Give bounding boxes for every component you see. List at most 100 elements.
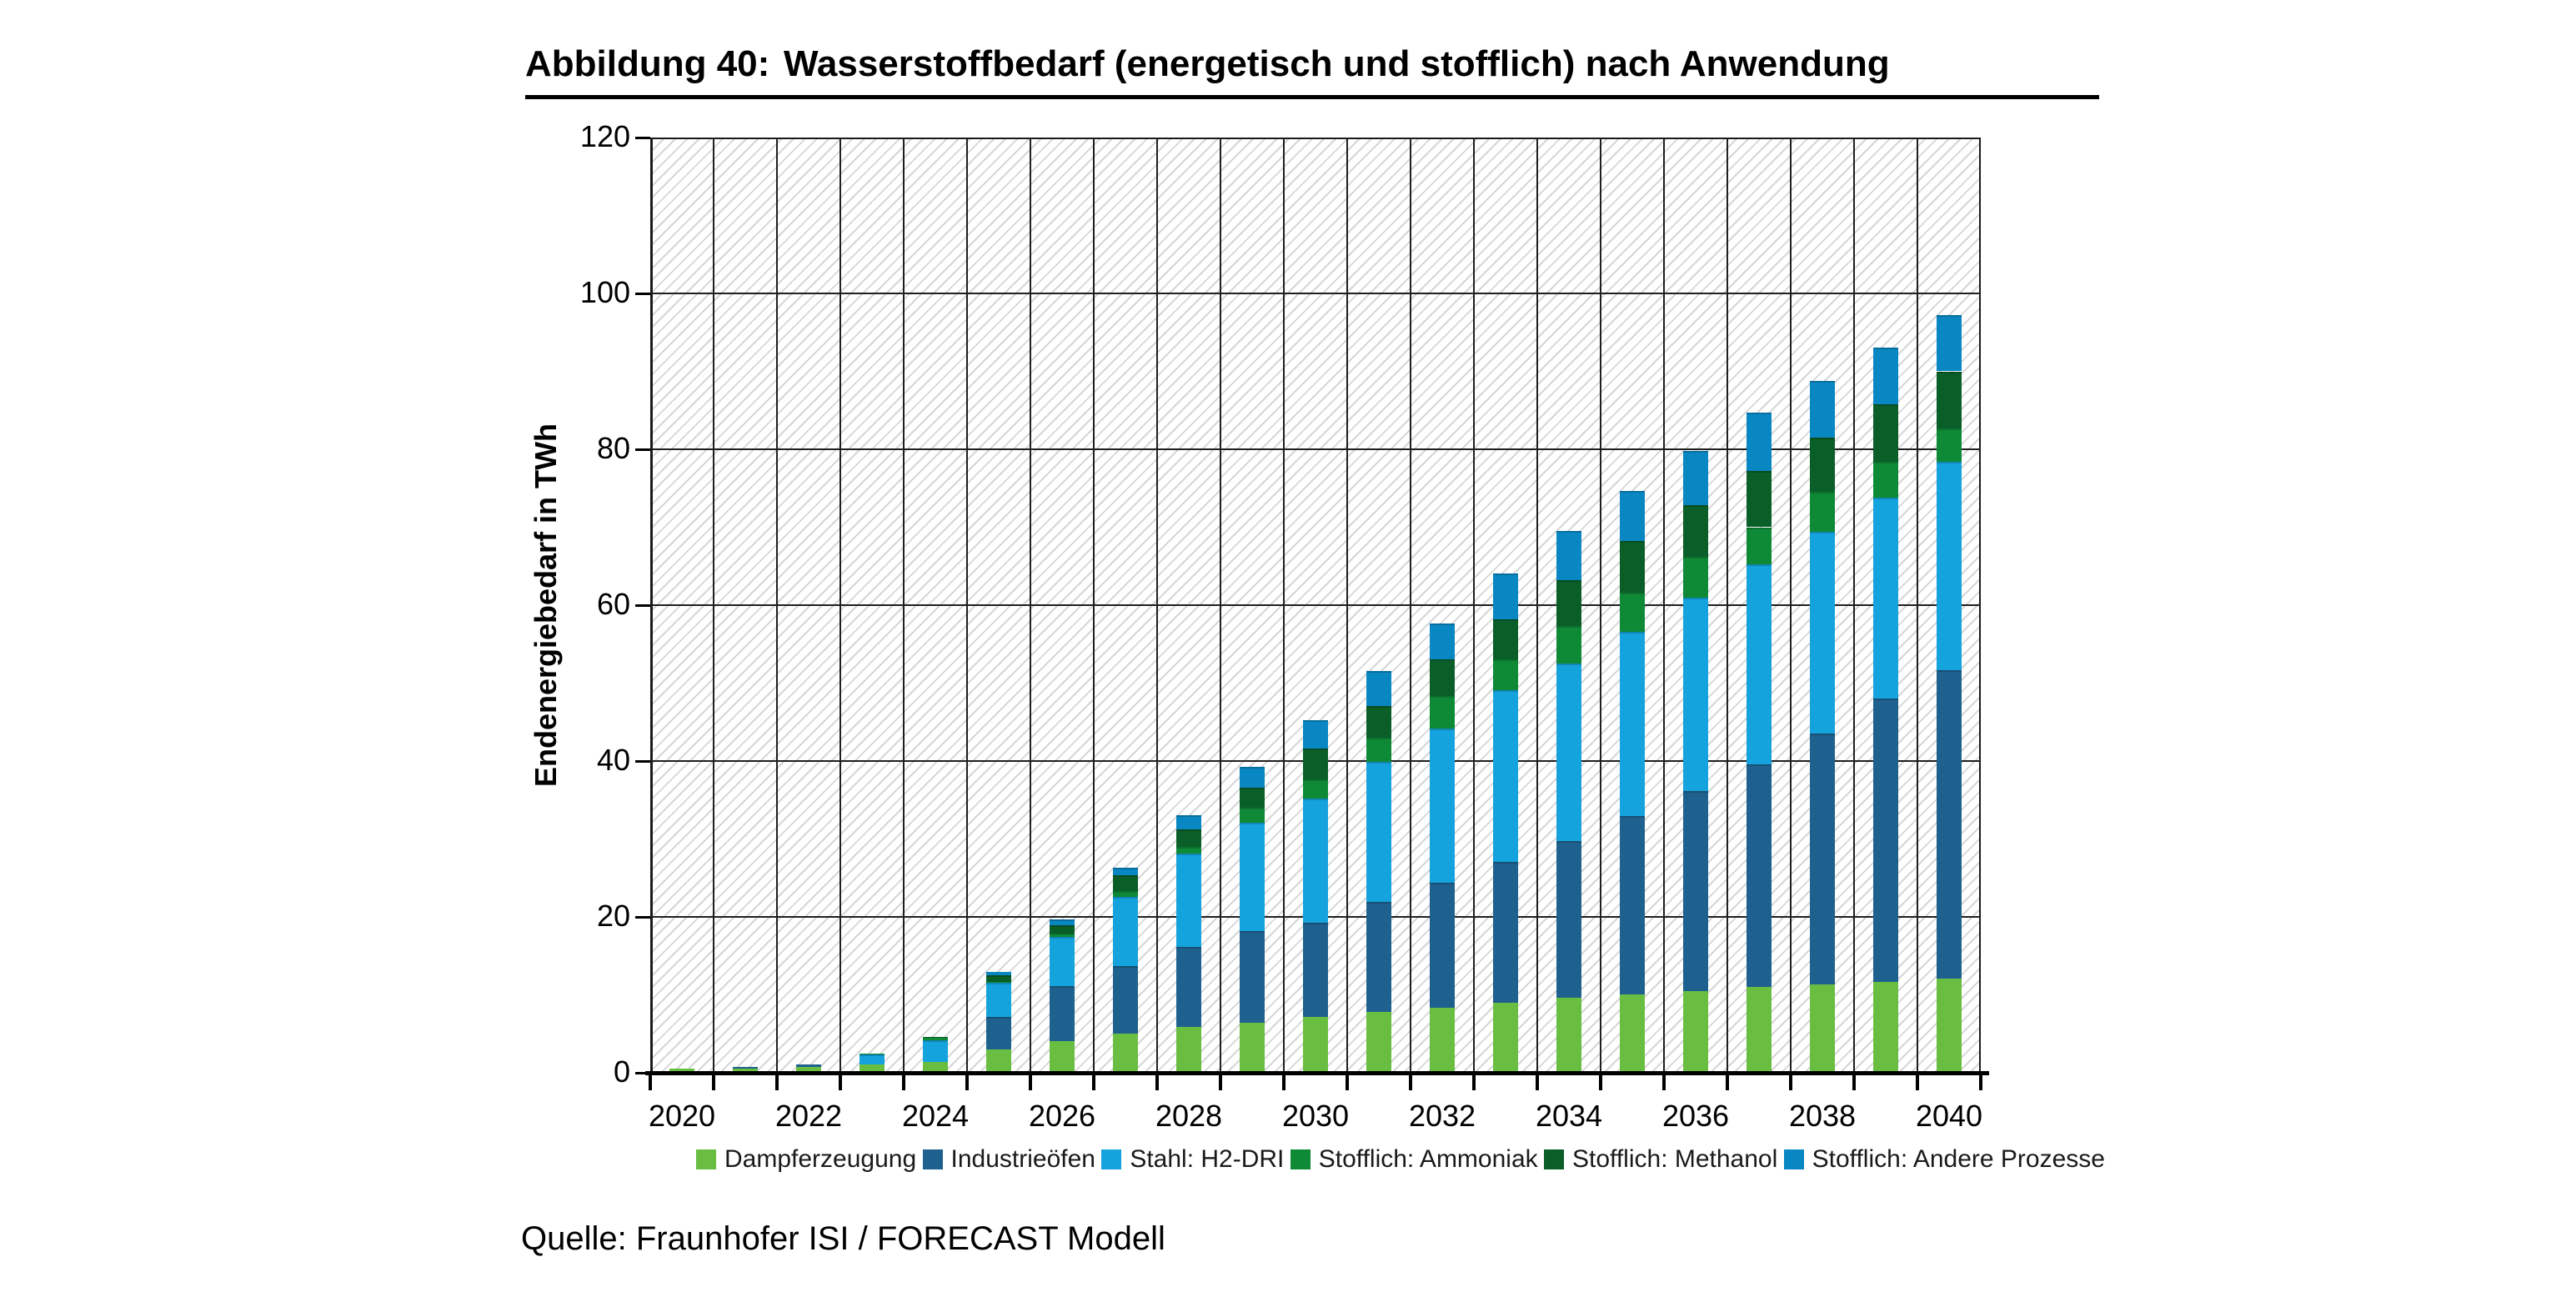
bar-segment-industrie-fen — [1176, 947, 1201, 1027]
x-axis-tick — [1472, 1075, 1476, 1090]
bar-segment-stofflich-methanol — [1113, 875, 1138, 892]
bar-segment-stahl-h2-dri — [1366, 761, 1391, 903]
bar-segment-stofflich-andere-prozesse — [1493, 573, 1518, 619]
x-grid-line — [903, 138, 905, 1073]
bar-segment-stofflich-ammoniak — [1683, 557, 1708, 598]
bar-segment-stahl-h2-dri — [1620, 631, 1645, 817]
y-tick-label: 0 — [613, 1054, 630, 1089]
legend-item: Stahl: H2-DRI — [1101, 1145, 1284, 1174]
bar-segment-stofflich-ammoniak — [1113, 891, 1138, 897]
y-grid-line — [650, 293, 1981, 294]
y-axis-tick — [635, 603, 650, 607]
bar-segment-dampferzeugung — [733, 1069, 758, 1073]
bar-segment-stofflich-andere-prozesse — [1303, 720, 1328, 749]
bar-segment-stofflich-andere-prozesse — [1747, 413, 1772, 472]
x-tick-label: 2024 — [901, 1099, 970, 1133]
bar-segment-stofflich-methanol — [1556, 580, 1581, 627]
bar-segment-stofflich-andere-prozesse — [1430, 623, 1455, 660]
bar-segment-stofflich-andere-prozesse — [986, 972, 1011, 976]
y-axis-tick — [635, 915, 650, 919]
bar-segment-dampferzeugung — [1493, 1002, 1518, 1073]
legend-item: Stofflich: Andere Prozesse — [1783, 1145, 2105, 1174]
x-axis-tick — [1029, 1075, 1032, 1090]
y-axis-title: Endenergiebedarf in TWh — [529, 423, 563, 788]
figure-label: Abbildung 40: — [525, 43, 770, 84]
bar-segment-stofflich-methanol — [1620, 541, 1645, 593]
bar-segment-industrie-fen — [1493, 861, 1518, 1003]
bar-segment-stofflich-ammoniak — [1430, 696, 1455, 729]
bar-segment-industrie-fen — [1747, 764, 1772, 988]
bar-segment-stofflich-andere-prozesse — [1810, 380, 1835, 438]
y-tick-label: 120 — [579, 119, 630, 153]
bar-segment-stahl-h2-dri — [1683, 597, 1708, 791]
legend-label: Stofflich: Andere Prozesse — [1812, 1145, 2105, 1173]
x-tick-label: 2020 — [648, 1099, 716, 1133]
legend-swatch — [696, 1149, 716, 1169]
x-axis-tick — [1282, 1075, 1285, 1090]
x-axis-tick — [1916, 1075, 1919, 1090]
bar-segment-stofflich-andere-prozesse — [1240, 766, 1265, 788]
x-axis-tick — [1409, 1075, 1412, 1090]
x-grid-line — [1093, 138, 1095, 1073]
legend-label: Industrieöfen — [950, 1145, 1095, 1173]
bar-segment-dampferzeugung — [986, 1049, 1011, 1073]
legend-label: Stofflich: Methanol — [1572, 1145, 1778, 1173]
bar-segment-industrie-fen — [986, 1016, 1011, 1049]
bar-segment-stahl-h2-dri — [1873, 497, 1898, 699]
legend-swatch — [1544, 1149, 1565, 1169]
x-tick-label: 2036 — [1661, 1099, 1730, 1133]
y-tick-label: 20 — [596, 899, 630, 933]
bar-segment-stofflich-ammoniak — [1493, 659, 1518, 690]
bar-segment-stofflich-andere-prozesse — [1113, 868, 1138, 876]
x-axis-tick — [1662, 1075, 1666, 1090]
bar-segment-stofflich-ammoniak — [1240, 808, 1265, 823]
bar-segment-industrie-fen — [796, 1064, 821, 1067]
x-tick-label: 2026 — [1028, 1099, 1096, 1133]
bar-segment-stofflich-ammoniak — [923, 1038, 948, 1040]
x-tick-label: 2032 — [1408, 1099, 1476, 1133]
bar-segment-stofflich-ammoniak — [1873, 461, 1898, 498]
y-axis-tick — [635, 759, 650, 763]
bar-segment-stahl-h2-dri — [1556, 664, 1581, 842]
legend-swatch — [1101, 1149, 1122, 1169]
bar-segment-stofflich-methanol — [1747, 471, 1772, 528]
bar-segment-stofflich-ammoniak — [1937, 428, 1962, 462]
legend-label: Stofflich: Ammoniak — [1318, 1145, 1538, 1173]
x-grid-line — [1030, 138, 1031, 1073]
bar-segment-stofflich-methanol — [1873, 403, 1898, 462]
bar-segment-stahl-h2-dri — [1810, 532, 1835, 734]
bar-segment-stahl-h2-dri — [1937, 461, 1962, 670]
bar-segment-stahl-h2-dri — [1240, 822, 1265, 931]
x-axis-tick — [1346, 1075, 1349, 1090]
x-axis-tick — [1219, 1075, 1222, 1090]
x-grid-line — [1156, 138, 1158, 1073]
y-grid-line — [650, 604, 1981, 606]
bar-segment-industrie-fen — [1240, 930, 1265, 1024]
y-tick-label: 60 — [596, 587, 630, 621]
x-grid-line — [1727, 138, 1728, 1073]
bar-segment-stahl-h2-dri — [1303, 798, 1328, 923]
bar-segment-stahl-h2-dri — [1747, 564, 1772, 764]
bar-segment-dampferzeugung — [796, 1066, 821, 1073]
x-axis-tick — [1852, 1075, 1856, 1090]
x-grid-line — [1346, 138, 1348, 1073]
y-tick-label: 40 — [596, 743, 630, 777]
bar-segment-stahl-h2-dri — [1493, 689, 1518, 862]
legend-swatch — [922, 1149, 943, 1169]
y-axis-tick — [635, 136, 650, 139]
bar-segment-stofflich-andere-prozesse — [1873, 347, 1898, 404]
legend-label: Stahl: H2-DRI — [1130, 1145, 1285, 1173]
bar-segment-dampferzeugung — [1937, 978, 1962, 1073]
x-grid-line — [1663, 138, 1665, 1073]
bar-segment-stahl-h2-dri — [860, 1054, 885, 1064]
bar-segment-dampferzeugung — [1556, 998, 1581, 1073]
bar-segment-dampferzeugung — [1113, 1034, 1138, 1073]
bar-segment-dampferzeugung — [1683, 990, 1708, 1073]
x-grid-line — [1410, 138, 1411, 1073]
bar-segment-dampferzeugung — [860, 1064, 885, 1073]
x-axis-tick — [1726, 1075, 1729, 1090]
source-line: Quelle: Fraunhofer ISI / FORECAST Modell — [521, 1220, 1165, 1257]
bar-segment-stofflich-methanol — [1366, 705, 1391, 738]
bar-segment-industrie-fen — [1620, 816, 1645, 994]
bar-segment-industrie-fen — [1556, 841, 1581, 999]
